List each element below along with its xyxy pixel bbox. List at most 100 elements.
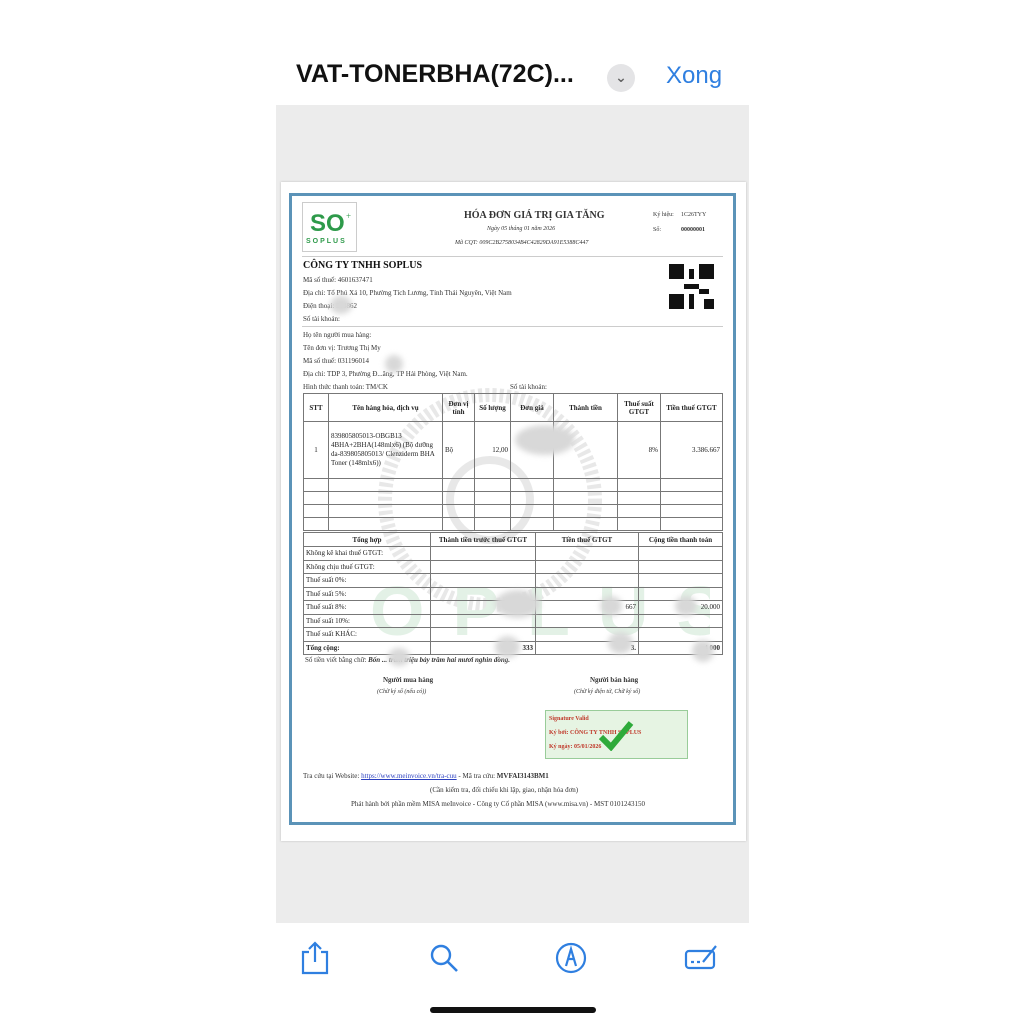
lookup-code-label: - Mã tra cứu: [458,772,496,780]
seller-tax: Mã số thuế: 4601637471 [303,276,373,284]
summary-tax [535,613,639,628]
redaction [385,355,403,373]
invoice-date: Ngày 05 tháng 01 năm 2026 [487,226,556,232]
col-rate: Thuế suất GTGT [617,393,661,422]
item-unit: Bộ [442,421,475,479]
invoice-title: HÓA ĐƠN GIÁ TRỊ GIA TĂNG [464,210,605,221]
col-amount: Thành tiền [553,393,618,422]
signature-valid: Signature Valid [549,716,589,722]
lookup-link[interactable]: https://www.meinvoice.vn/tra-cuu [361,772,457,780]
markup-icon[interactable] [553,940,589,976]
items-table: STT Tên hàng hóa, dịch vụ Đơn vị tính Số… [303,393,723,531]
invoice-frame [289,193,736,825]
redaction [515,425,575,455]
redaction [388,648,410,666]
redaction [675,596,697,616]
summary-label: Thuế suất KHÁC: [303,627,431,642]
signature-by: Ký bởi: CÔNG TY TNHH SOPLUS [549,730,642,736]
done-button[interactable]: Xong [666,62,723,89]
buyer-account: Số tài khoản: [510,383,547,391]
in-words-value: Bốn ... trăm triệu bảy trăm hai mươi ngh… [368,656,511,664]
col-stt: STT [303,393,329,422]
item-stt: 1 [303,421,329,479]
logo-text: SOPLUS [306,238,347,245]
sum-col-total: Cộng tiền thanh toán [638,532,723,547]
sum-col-tax: Tiền thuế GTGT [535,532,639,547]
summary-total [638,573,723,588]
redaction [495,636,520,658]
qr-code [669,264,714,309]
redaction [330,296,352,314]
divider [302,256,723,257]
summary-tax [535,559,639,574]
seller-address: Địa chỉ: Tổ Phú Xá 10, Phường Tích Lương… [303,289,512,297]
summary-label: Tổng cộng: [303,640,431,655]
sum-col-label: Tổng hợp [303,532,431,547]
summary-row: Không kê khai thuế GTGT: [303,546,723,561]
summary-label: Không chịu thuế GTGT: [303,559,431,574]
item-qty: 12,00 [474,421,511,479]
logo-box [302,202,357,252]
home-indicator[interactable] [430,1007,596,1013]
col-tax: Tiền thuế GTGT [660,393,723,422]
col-unit: Đơn vị tính [442,393,475,422]
table-row: 1 839805805013-OBGB13 4BHA+2BHA(148mlx6)… [303,421,723,479]
search-icon[interactable] [426,940,462,976]
summary-tax [535,573,639,588]
col-price: Đơn giá [510,393,554,422]
lookup-code: MVFAI3143BM1 [496,772,549,780]
svg-text:SO: SO [310,210,345,237]
document-title: VAT-TONERBHA(72C)... [296,60,574,88]
summary-label: Thuế suất 5%: [303,586,431,601]
summary-label: Không kê khai thuế GTGT: [303,546,431,561]
signature-icon[interactable] [684,940,720,976]
publisher: Phát hành bởi phần mềm MISA meInvoice - … [351,800,645,808]
summary-row: Thuế suất 0%: [303,573,723,588]
soplus-logo: SO + [310,210,351,237]
col-qty: Số lượng [474,393,511,422]
col-name: Tên hàng hóa, dịch vụ [328,393,443,422]
summary-tax: 667 [535,600,639,615]
summary-total [638,613,723,628]
summary-pre [430,559,536,574]
buyer-sign-note: (Chữ ký số (nếu có)) [377,689,427,695]
in-words: Số tiền viết bằng chữ: Bốn ... trăm triệ… [305,656,510,664]
summary-pre [430,573,536,588]
divider [302,326,723,327]
summary-pre [430,627,536,642]
summary-tax [535,586,639,601]
in-words-label: Số tiền viết bằng chữ: [305,656,367,664]
summary-label: Thuế suất 0%: [303,573,431,588]
chevron-down-icon[interactable]: ⌄ [607,64,635,92]
summary-total [638,559,723,574]
redaction [600,596,622,616]
redaction [608,632,633,654]
item-name: 839805805013-OBGB13 4BHA+2BHA(148mlx6) (… [328,421,443,479]
symbol-value: 1C26TYY [681,212,707,218]
seller-name: CÔNG TY TNHH SOPLUS [303,260,423,271]
redaction [495,590,540,618]
svg-text:+: + [346,211,351,221]
item-rate: 8% [617,421,661,479]
signature-date: Ký ngày: 05/01/2026 [549,744,602,750]
share-icon[interactable] [297,940,333,976]
redaction [692,640,714,662]
lookup-line: Tra cứu tại Website: https://www.meinvoi… [303,772,549,780]
number-label: Số: [653,227,662,233]
buyer-unit: Tên đơn vị: Trương Thị My [303,344,381,352]
summary-total [638,546,723,561]
seller-sign-note: (Chữ ký điện tử, Chữ ký số) [574,689,641,695]
cqt-code: Mã CQT: 009C2B2758034B4C42829DA91E5388C4… [455,240,589,246]
symbol-label: Ký hiệu: [653,212,674,218]
buyer-name: Họ tên người mua hàng: [303,331,372,339]
summary-tax [535,546,639,561]
verify-note: (Cần kiểm tra, đối chiếu khi lập, giao, … [430,786,579,794]
number-value: 00000001 [681,227,705,233]
lookup-prefix: Tra cứu tại Website: [303,772,360,780]
buyer-address: Địa chỉ: TDP 3, Phường Đ...ăng, TP Hải P… [303,370,468,378]
summary-row: Không chịu thuế GTGT: [303,559,723,574]
summary-pre [430,546,536,561]
signature-box: Signature Valid Ký bởi: CÔNG TY TNHH SOP… [545,710,688,759]
summary-total [638,627,723,642]
buyer-tax: Mã số thuế: 031196014 [303,357,370,365]
